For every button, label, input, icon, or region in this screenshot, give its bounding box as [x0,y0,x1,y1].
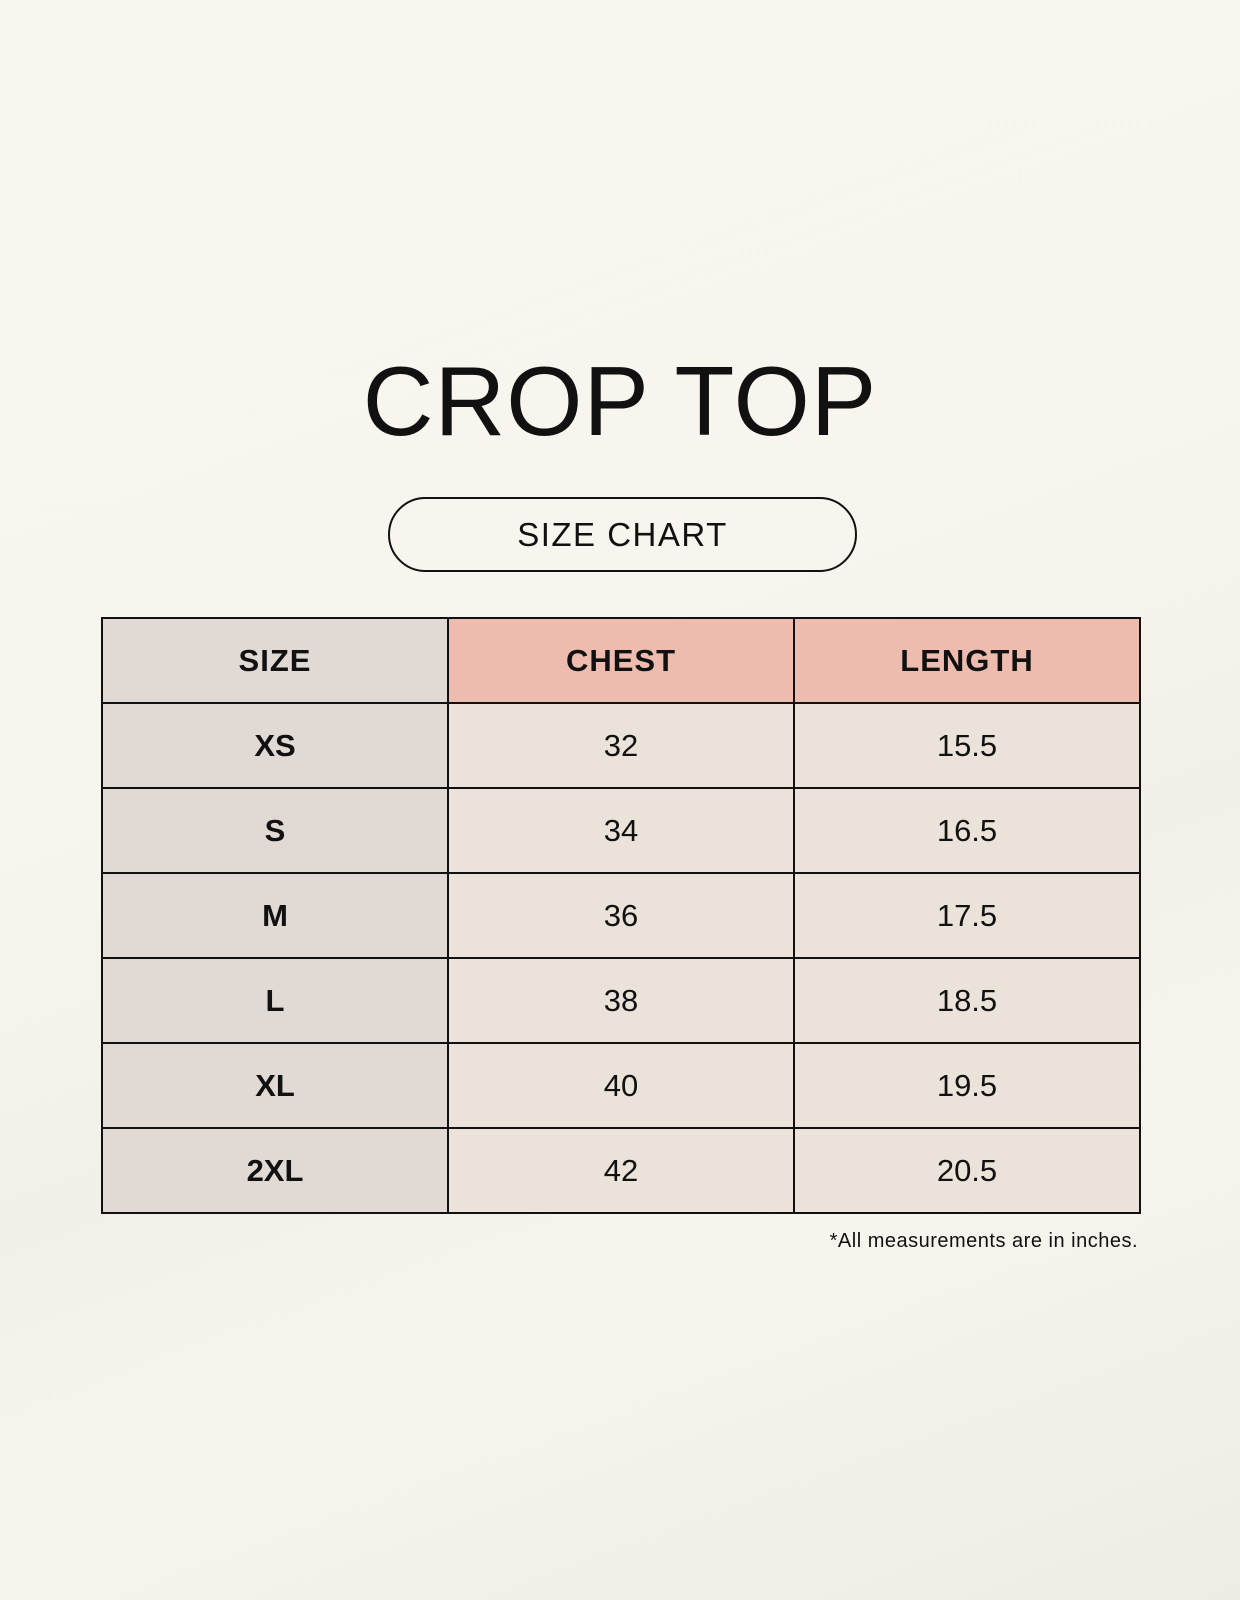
chest-cell: 34 [447,787,795,874]
header-size: SIZE [101,617,449,704]
table-row: M 36 17.5 [101,872,1141,959]
page-title: CROP TOP [362,346,878,456]
length-cell: 17.5 [793,872,1141,959]
size-chart-badge: SIZE CHART [388,497,857,572]
size-table: SIZE CHEST LENGTH XS 32 15.5 S 34 16.5 M 36 17.5… [101,617,1141,1214]
size-cell: L [101,957,449,1044]
length-cell: 18.5 [793,957,1141,1044]
length-cell: 19.5 [793,1042,1141,1129]
table-row: S 34 16.5 [101,787,1141,874]
table-header-row: SIZE CHEST LENGTH [101,617,1141,704]
chest-cell: 42 [447,1127,795,1214]
table-row: 2XL 42 20.5 [101,1127,1141,1214]
size-cell: XL [101,1042,449,1129]
table-row: L 38 18.5 [101,957,1141,1044]
table-row: XL 40 19.5 [101,1042,1141,1129]
size-cell: XS [101,702,449,789]
length-cell: 20.5 [793,1127,1141,1214]
footnote: *All measurements are in inches. [829,1230,1138,1252]
chest-cell: 32 [447,702,795,789]
length-cell: 16.5 [793,787,1141,874]
size-cell: S [101,787,449,874]
table-row: XS 32 15.5 [101,702,1141,789]
length-cell: 15.5 [793,702,1141,789]
chest-cell: 36 [447,872,795,959]
chest-cell: 40 [447,1042,795,1129]
chest-cell: 38 [447,957,795,1044]
header-length: LENGTH [793,617,1141,704]
size-cell: 2XL [101,1127,449,1214]
size-cell: M [101,872,449,959]
header-chest: CHEST [447,617,795,704]
